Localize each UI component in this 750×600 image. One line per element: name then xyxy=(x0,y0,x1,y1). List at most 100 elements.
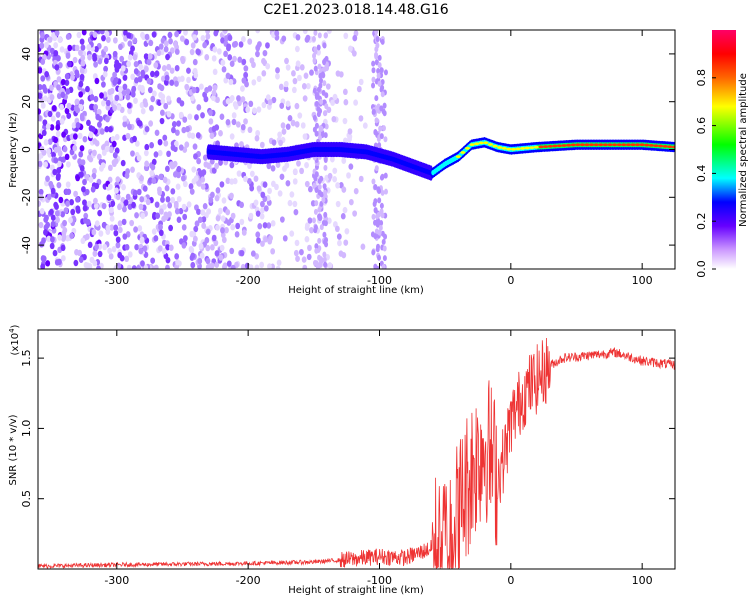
heatmap-cell xyxy=(149,169,155,177)
heatmap-cell xyxy=(132,54,138,61)
heatmap-cell xyxy=(43,139,49,146)
colorbar: 0.0 0.2 0.4 0.6 0.8 Normalized spectral ampl… xyxy=(695,30,749,278)
heatmap-cell xyxy=(260,200,265,208)
heatmap-cell xyxy=(168,38,173,45)
heatmap-cell xyxy=(118,86,123,93)
heatmap-cell xyxy=(58,196,64,204)
heatmap-cell xyxy=(78,151,84,158)
heatmap-cell xyxy=(102,71,108,78)
heatmap-cell xyxy=(158,223,163,231)
heatmap-cell xyxy=(319,125,324,132)
heatmap-cell xyxy=(294,239,300,247)
heatmap-cell xyxy=(174,64,180,72)
heatmap-cell xyxy=(205,30,210,35)
bottom-x-tick-label: -200 xyxy=(236,574,261,587)
heatmap-cell xyxy=(62,227,68,234)
heatmap-cell xyxy=(39,42,45,49)
heatmap-cell xyxy=(179,35,185,42)
heatmap-cell xyxy=(116,104,122,111)
heatmap-cell xyxy=(351,50,357,57)
heatmap-cell xyxy=(47,138,53,145)
heatmap-cell xyxy=(104,145,110,153)
heatmap-cell xyxy=(78,91,84,98)
heatmap-cell xyxy=(220,227,225,234)
heatmap-cell xyxy=(160,196,165,203)
heatmap-cell xyxy=(210,191,215,199)
heatmap-cell xyxy=(324,103,329,110)
heatmap-cell xyxy=(140,31,145,39)
heatmap-cell xyxy=(279,102,285,109)
heatmap-cell xyxy=(92,259,98,267)
heatmap-cell xyxy=(189,48,195,56)
heatmap-cell xyxy=(189,94,195,102)
heatmap-cell xyxy=(196,104,202,111)
heatmap-cell xyxy=(176,165,182,173)
heatmap-cell xyxy=(46,148,52,155)
heatmap-cell xyxy=(377,80,382,87)
heatmap-cell xyxy=(228,78,234,86)
heatmap-cell xyxy=(214,162,220,170)
heatmap-cell xyxy=(80,54,86,62)
heatmap-cell xyxy=(156,49,162,57)
heatmap-cell xyxy=(85,218,91,226)
heatmap-cell xyxy=(114,133,120,141)
heatmap-cell xyxy=(57,258,62,266)
ridge-core xyxy=(584,143,590,147)
heatmap-cell xyxy=(284,57,289,65)
heatmap-cell xyxy=(74,71,80,79)
heatmap-cell xyxy=(174,129,180,136)
heatmap-cell xyxy=(239,249,245,257)
heatmap-cell xyxy=(121,184,126,191)
heatmap-cell xyxy=(221,236,227,244)
ridge-core xyxy=(492,144,498,148)
ridge-core xyxy=(561,144,567,147)
heatmap-cell xyxy=(263,236,268,243)
ridge-core xyxy=(556,144,563,148)
heatmap-cell xyxy=(196,208,201,215)
heatmap-cell xyxy=(335,200,341,208)
heatmap-cell xyxy=(380,78,385,85)
heatmap-cell xyxy=(143,65,149,73)
heatmap-cell xyxy=(110,200,116,207)
ridge-core xyxy=(469,143,475,147)
heatmap-cell xyxy=(373,129,378,136)
heatmap-cell xyxy=(50,115,56,122)
heatmap-cell xyxy=(214,250,220,257)
heatmap-cells xyxy=(38,30,388,269)
heatmap-cell xyxy=(187,113,193,120)
heatmap-cell xyxy=(68,216,73,224)
heatmap-cell xyxy=(319,191,324,198)
heatmap-cell xyxy=(382,255,387,262)
heatmap-cell xyxy=(169,47,175,54)
heatmap-cell xyxy=(44,71,50,78)
heatmap-cell xyxy=(342,117,348,125)
ridge-core xyxy=(529,146,535,149)
heatmap-cell xyxy=(154,70,160,77)
heatmap-cell xyxy=(161,248,167,255)
heatmap-cell xyxy=(193,153,198,160)
heatmap-cell xyxy=(125,132,131,140)
heatmap-cell xyxy=(56,55,61,62)
heatmap-cell xyxy=(263,205,269,212)
heatmap-cell xyxy=(221,66,227,73)
heatmap-cell xyxy=(220,37,225,44)
heatmap-cell xyxy=(117,203,122,211)
heatmap-cell xyxy=(338,182,344,189)
heatmap-cell xyxy=(240,85,245,92)
heatmap-cell xyxy=(210,94,216,102)
heatmap-cell xyxy=(112,71,117,78)
heatmap-cell xyxy=(70,208,76,216)
heatmap-cell xyxy=(219,181,225,188)
heatmap-cell xyxy=(371,60,376,67)
heatmap-cell xyxy=(53,42,59,49)
heatmap-cell xyxy=(111,140,117,148)
heatmap-cell xyxy=(270,165,276,172)
heatmap-cell xyxy=(279,216,285,223)
heatmap-cell xyxy=(316,44,321,51)
heatmap-cell xyxy=(194,114,199,121)
heatmap-cell xyxy=(71,122,77,129)
heatmap-cell xyxy=(150,95,156,103)
heatmap-cell xyxy=(129,219,135,227)
heatmap-cell xyxy=(49,242,55,250)
heatmap-cell xyxy=(155,212,161,219)
